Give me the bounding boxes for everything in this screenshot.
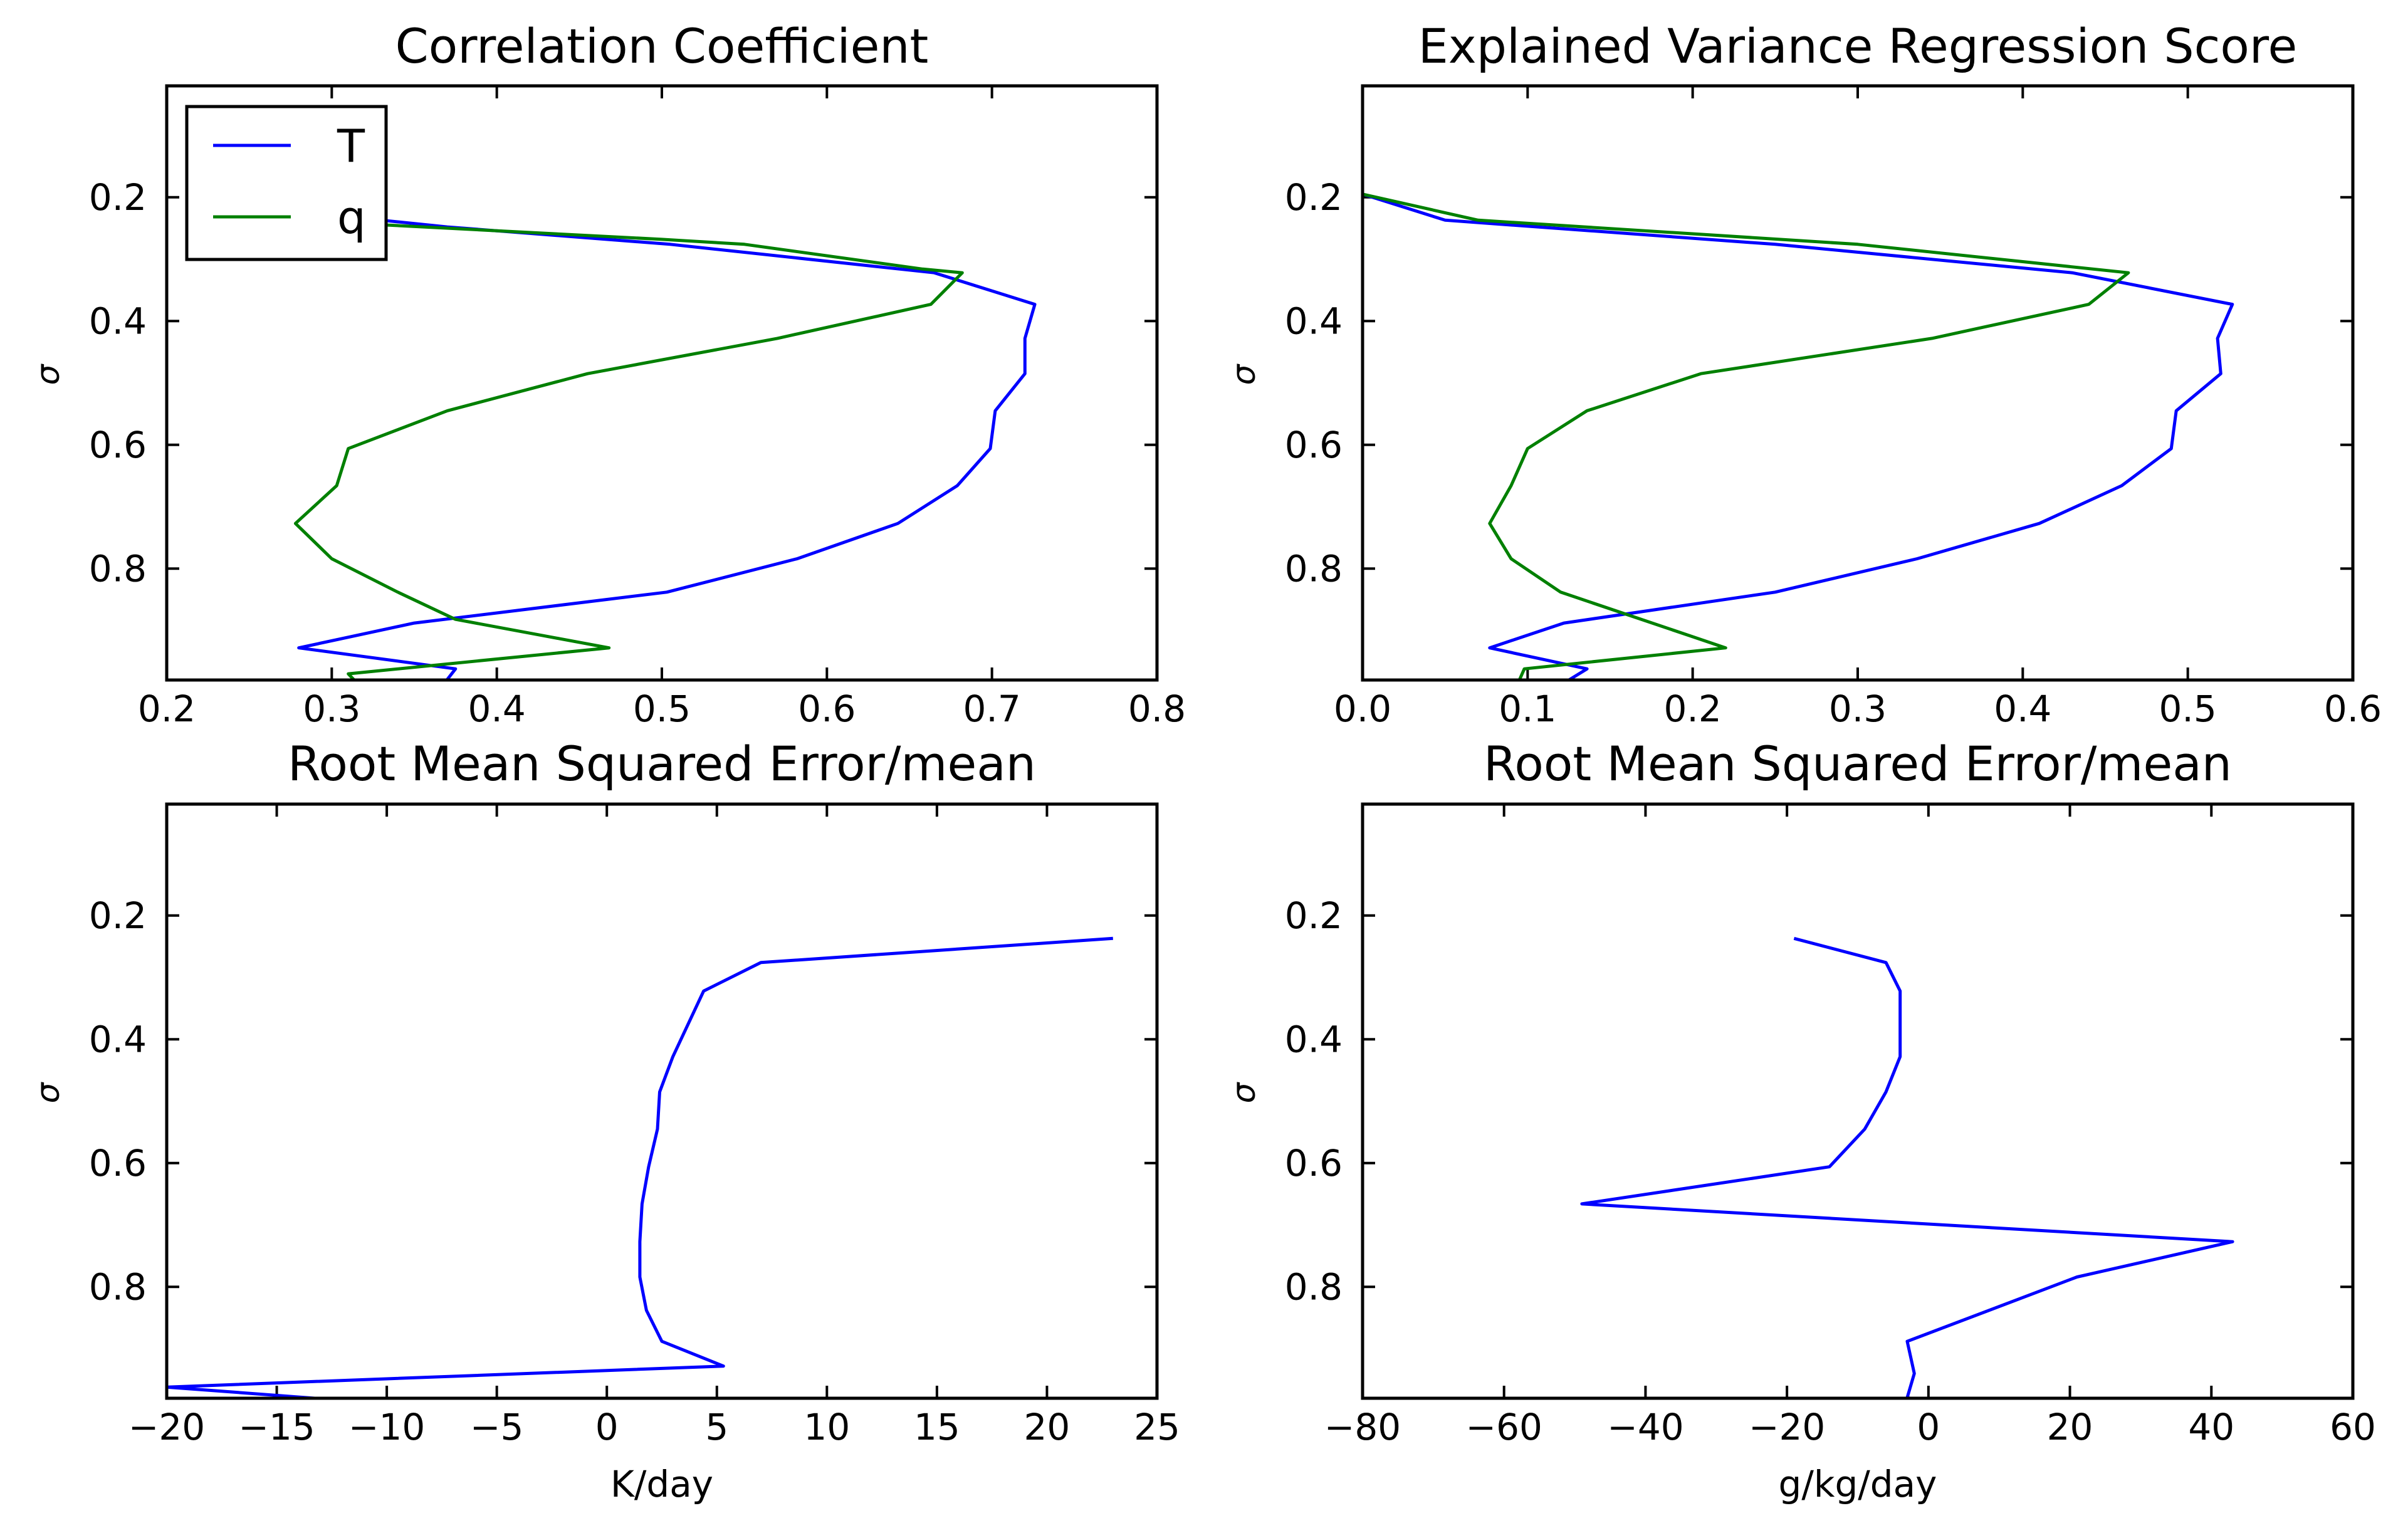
panel-correlation-coefficient: Correlation Coefficient σ 0.2 0.3 0.4 0.5 0.…: [29, 18, 1186, 730]
y-tick-label: 0.2: [89, 176, 147, 219]
x-tick-label: 0.2: [1664, 688, 1722, 730]
y-axis-label: σ: [1225, 363, 1263, 385]
plot-frame: [165, 84, 1159, 682]
y-tick-label: 0.8: [89, 547, 147, 590]
x-tick-label: 0.3: [303, 688, 360, 730]
series-group: [167, 936, 1113, 1398]
y-tick-label: 0.4: [89, 1018, 147, 1060]
x-tick-label: 60: [2330, 1406, 2376, 1448]
x-tick-label: −40: [1607, 1406, 1683, 1448]
chart-title: Explained Variance Regression Score: [1418, 18, 2298, 74]
y-tick-label: 0.4: [1285, 300, 1343, 342]
x-tick-label: 5: [705, 1406, 728, 1448]
x-tick-label: 0.4: [468, 688, 526, 730]
y-tick-label: 0.8: [1285, 547, 1343, 590]
x-tick-label: 20: [1024, 1406, 1071, 1448]
y-axis-label: σ: [29, 1081, 67, 1103]
series-line-T: [1580, 936, 2234, 1398]
x-tick-label: 0.5: [633, 688, 691, 730]
plot-frame: [1361, 802, 2355, 1400]
plot-area: −20 −15 −10 −5 0 5 10 15 20 25 0.2 0.4 0.6 0.8: [89, 804, 1180, 1448]
y-tick-label: 0.6: [89, 424, 147, 466]
y-axis-label: σ: [29, 363, 67, 385]
y-tick-label: 0.6: [89, 1142, 147, 1185]
x-tick-label: 40: [2188, 1406, 2234, 1448]
y-tick-label: 0.4: [1285, 1018, 1343, 1060]
chart-title: Correlation Coefficient: [395, 18, 929, 74]
plot-frame: [165, 802, 1159, 1400]
legend-label-T: T: [337, 120, 365, 172]
legend: T q: [185, 105, 388, 261]
series-line-T: [297, 218, 1037, 680]
x-tick-label: −10: [348, 1406, 425, 1448]
x-tick-label: 0.5: [2159, 688, 2217, 730]
y-tick-label: 0.2: [89, 894, 147, 937]
x-axis-label: K/day: [610, 1463, 713, 1505]
x-tick-label: 0.0: [1334, 688, 1391, 730]
x-tick-label: 0.3: [1829, 688, 1887, 730]
y-tick-label: 0.2: [1285, 176, 1343, 219]
plot-frame: [1361, 84, 2355, 682]
panel-rmse-k-day: Root Mean Squared Error/mean σ K/day −20…: [29, 736, 1180, 1505]
x-tick-label: 0.6: [2324, 688, 2382, 730]
x-tick-label: 0.8: [1128, 688, 1186, 730]
x-tick-label: −20: [128, 1406, 205, 1448]
y-tick-label: 0.8: [1285, 1265, 1343, 1308]
y-axis-label: σ: [1225, 1081, 1263, 1103]
plot-area: −80 −60 −40 −20 0 20 40 60 0.2 0.4 0.6 0.8: [1285, 804, 2376, 1448]
chart-title: Root Mean Squared Error/mean: [288, 736, 1036, 792]
panel-rmse-g-kg-day: Root Mean Squared Error/mean σ g/kg/day …: [1225, 736, 2376, 1505]
x-tick-label: 15: [914, 1406, 960, 1448]
plot-area: 0.0 0.1 0.2 0.3 0.4 0.5 0.6 0.2 0.4 0.6 0.8: [1285, 86, 2382, 730]
series-line-T: [1363, 192, 2234, 680]
y-tick-label: 0.8: [89, 1265, 147, 1308]
y-tick-label: 0.6: [1285, 1142, 1343, 1185]
legend-box: [185, 105, 388, 261]
x-tick-label: −15: [238, 1406, 315, 1448]
x-tick-label: 0.2: [138, 688, 196, 730]
series-group: [1363, 192, 2234, 680]
y-tick-label: 0.2: [1285, 894, 1343, 937]
x-tick-label: −20: [1749, 1406, 1825, 1448]
series-group: [293, 218, 1037, 680]
x-tick-label: 10: [804, 1406, 850, 1448]
x-tick-label: 0.1: [1499, 688, 1556, 730]
series-line-q: [1363, 192, 2130, 680]
x-tick-label: 0: [1917, 1406, 1940, 1448]
legend-label-q: q: [337, 191, 366, 244]
x-tick-label: 0: [595, 1406, 619, 1448]
y-tick-label: 0.6: [1285, 424, 1343, 466]
x-tick-label: 0.4: [1994, 688, 2051, 730]
x-tick-label: −60: [1466, 1406, 1542, 1448]
x-tick-label: 20: [2047, 1406, 2093, 1448]
x-tick-label: −80: [1324, 1406, 1401, 1448]
series-group: [1580, 936, 2234, 1398]
y-tick-label: 0.4: [89, 300, 147, 342]
panel-explained-variance: Explained Variance Regression Score σ 0.…: [1225, 18, 2382, 730]
series-line-q: [293, 222, 964, 680]
x-tick-label: 25: [1134, 1406, 1180, 1448]
x-tick-label: 0.7: [963, 688, 1021, 730]
x-tick-label: 0.6: [798, 688, 856, 730]
x-axis-label: g/kg/day: [1779, 1463, 1937, 1505]
plot-area: 0.2 0.3 0.4 0.5 0.6 0.7 0.8 0.2 0.4 0.6 0.8: [89, 86, 1186, 730]
x-tick-label: −5: [470, 1406, 524, 1448]
chart-title: Root Mean Squared Error/mean: [1484, 736, 2232, 792]
series-line-T: [167, 936, 1113, 1398]
